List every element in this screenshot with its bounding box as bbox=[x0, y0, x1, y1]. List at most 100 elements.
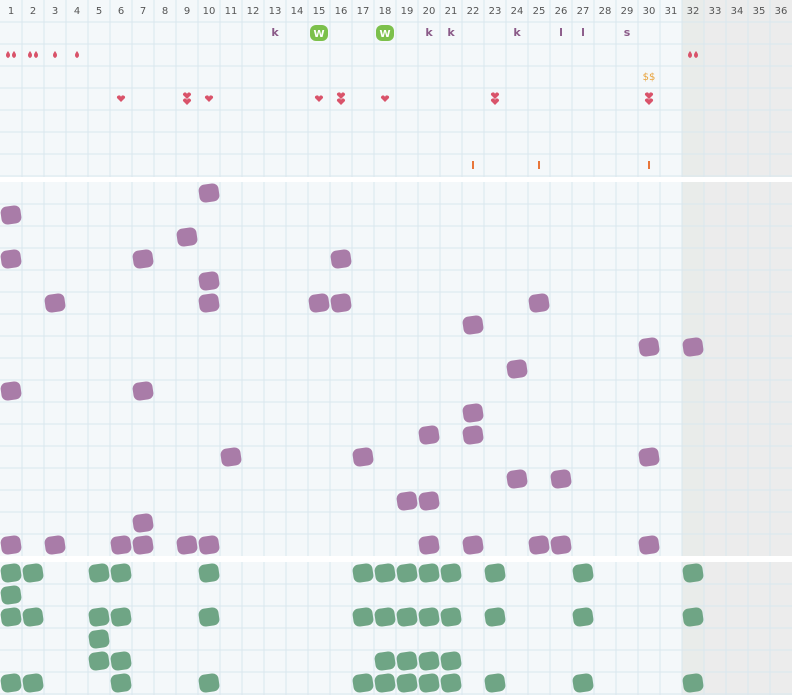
day-number: 36 bbox=[775, 6, 788, 17]
purple-blob bbox=[198, 183, 220, 203]
green-blob bbox=[0, 673, 22, 693]
letter: k bbox=[447, 26, 455, 39]
day-number: 21 bbox=[445, 6, 458, 17]
day-number: 7 bbox=[140, 6, 146, 17]
hearts bbox=[644, 92, 654, 105]
tick bbox=[538, 161, 540, 169]
purple-blob bbox=[44, 535, 66, 555]
green-blob bbox=[418, 563, 440, 583]
purple-blob bbox=[352, 447, 374, 467]
purple-blob bbox=[506, 359, 528, 379]
day-number: 16 bbox=[335, 6, 348, 17]
purple-blob bbox=[132, 249, 154, 269]
heart bbox=[116, 95, 126, 102]
green-blob bbox=[374, 673, 396, 693]
day-number: 26 bbox=[555, 6, 568, 17]
drop bbox=[75, 51, 79, 58]
day-number: 31 bbox=[665, 6, 678, 17]
green-blob bbox=[198, 607, 220, 627]
green-blob bbox=[440, 607, 462, 627]
day-number: 3 bbox=[52, 6, 58, 17]
day-number: 13 bbox=[269, 6, 282, 17]
purple-blob bbox=[550, 535, 572, 555]
purple-blob bbox=[638, 447, 660, 467]
day-number: 2 bbox=[30, 6, 36, 17]
hearts bbox=[380, 95, 390, 102]
day-number: 1 bbox=[8, 6, 14, 17]
purple-blob bbox=[330, 249, 352, 269]
drop bbox=[694, 51, 698, 58]
gap bbox=[0, 177, 792, 182]
drops bbox=[28, 51, 38, 58]
purple-blob bbox=[110, 535, 132, 555]
purple-blob bbox=[396, 491, 418, 511]
day-number: 35 bbox=[753, 6, 766, 17]
purple-blob bbox=[528, 293, 550, 313]
green-blob bbox=[572, 673, 594, 693]
drops bbox=[6, 51, 16, 58]
day-number: 11 bbox=[225, 6, 238, 17]
heart bbox=[314, 95, 324, 102]
purple-blob bbox=[198, 535, 220, 555]
green-blob bbox=[352, 607, 374, 627]
green-blob bbox=[440, 673, 462, 693]
purple-blob bbox=[132, 381, 154, 401]
green-blob bbox=[0, 563, 22, 583]
purple-blob bbox=[528, 535, 550, 555]
purple-blob bbox=[638, 337, 660, 357]
green-blob bbox=[88, 629, 110, 649]
letter: k bbox=[513, 26, 521, 39]
purple-blob bbox=[682, 337, 704, 357]
drop bbox=[12, 51, 16, 58]
green-blob bbox=[88, 563, 110, 583]
day-number: 34 bbox=[731, 6, 744, 17]
day-number: 18 bbox=[379, 6, 392, 17]
day-number: 32 bbox=[687, 6, 700, 17]
day-number: 20 bbox=[423, 6, 436, 17]
green-blob bbox=[682, 563, 704, 583]
drops bbox=[75, 51, 79, 58]
tick bbox=[648, 161, 650, 169]
money: $$ bbox=[643, 72, 656, 83]
heart bbox=[490, 92, 500, 99]
hearts bbox=[182, 92, 192, 105]
purple-blob bbox=[220, 447, 242, 467]
letter: s bbox=[624, 26, 631, 39]
heart bbox=[204, 95, 214, 102]
day-number: 15 bbox=[313, 6, 326, 17]
green-blob bbox=[418, 607, 440, 627]
badge-text: W bbox=[313, 29, 324, 40]
green-blob bbox=[22, 673, 44, 693]
heart bbox=[644, 92, 654, 99]
green-blob bbox=[572, 607, 594, 627]
day-number: 12 bbox=[247, 6, 260, 17]
green-blob bbox=[88, 651, 110, 671]
purple-blob bbox=[0, 535, 22, 555]
green-blob bbox=[198, 563, 220, 583]
purple-blob bbox=[418, 425, 440, 445]
green-blob bbox=[396, 563, 418, 583]
day-number: 30 bbox=[643, 6, 656, 17]
green-blob bbox=[0, 585, 22, 605]
green-blob bbox=[110, 607, 132, 627]
green-blob bbox=[396, 673, 418, 693]
hearts bbox=[490, 92, 500, 105]
green-blob bbox=[22, 563, 44, 583]
letter: k bbox=[271, 26, 279, 39]
green-blob bbox=[374, 607, 396, 627]
green-blob bbox=[110, 673, 132, 693]
green-blob bbox=[396, 651, 418, 671]
green-blob bbox=[110, 563, 132, 583]
day-number: 6 bbox=[118, 6, 124, 17]
heart bbox=[336, 98, 346, 105]
green-blob bbox=[374, 651, 396, 671]
purple-blob bbox=[330, 293, 352, 313]
drops bbox=[688, 51, 698, 58]
hearts bbox=[314, 95, 324, 102]
purple-blob bbox=[638, 535, 660, 555]
green-blob bbox=[484, 673, 506, 693]
green-blob bbox=[682, 607, 704, 627]
day-number: 29 bbox=[621, 6, 634, 17]
day-number: 19 bbox=[401, 6, 414, 17]
purple-blob bbox=[308, 293, 330, 313]
